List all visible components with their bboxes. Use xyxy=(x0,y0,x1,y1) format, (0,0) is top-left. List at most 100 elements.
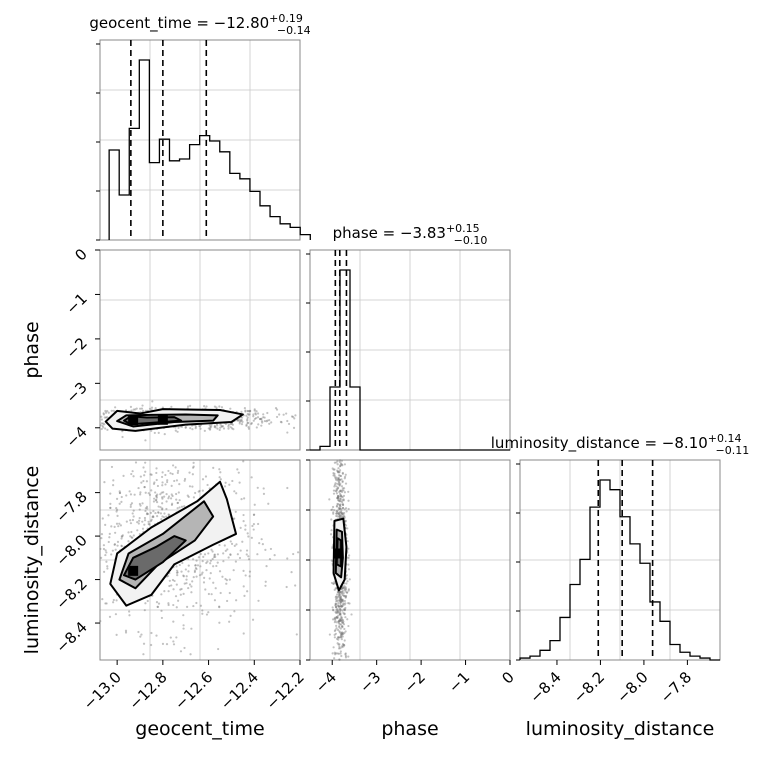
scatter-point xyxy=(229,553,232,556)
scatter-point xyxy=(337,614,340,617)
scatter-point xyxy=(339,494,343,497)
scatter-point xyxy=(144,509,147,513)
scatter-point xyxy=(347,588,351,591)
scatter-point xyxy=(287,422,291,426)
scatter-point xyxy=(159,506,162,509)
scatter-point xyxy=(171,464,175,467)
scatter-point xyxy=(156,493,159,496)
scatter-point xyxy=(336,642,339,645)
scatter-point xyxy=(248,570,252,573)
scatter-point xyxy=(331,618,335,621)
scatter-point xyxy=(332,492,336,495)
scatter-point xyxy=(236,468,239,471)
scatter-point xyxy=(341,506,345,510)
scatter-point xyxy=(341,586,344,589)
xlabel-phase: phase xyxy=(381,718,438,740)
scatter-point xyxy=(117,525,120,528)
scatter-point xyxy=(333,617,336,621)
scatter-point xyxy=(338,596,342,600)
scatter-point xyxy=(150,489,153,492)
scatter-point xyxy=(343,612,346,615)
scatter-point xyxy=(182,624,185,627)
scatter-point xyxy=(254,412,257,415)
scatter-point xyxy=(338,516,341,519)
scatter-point xyxy=(122,474,125,477)
scatter-point xyxy=(342,645,345,648)
scatter-point xyxy=(275,408,279,411)
scatter-point xyxy=(330,581,334,585)
scatter-point xyxy=(193,569,197,572)
scatter-point xyxy=(347,568,351,571)
scatter-point xyxy=(286,431,289,434)
scatter-point xyxy=(146,599,149,603)
scatter-point xyxy=(191,485,194,488)
scatter-point xyxy=(340,598,343,601)
scatter-point xyxy=(195,559,198,562)
scatter-point xyxy=(121,535,124,538)
scatter-point xyxy=(337,621,340,625)
scatter-point xyxy=(112,598,115,602)
scatter-point xyxy=(350,613,353,616)
scatter-point xyxy=(338,503,341,507)
mode-marker-0 xyxy=(128,565,139,576)
scatter-point xyxy=(333,636,336,639)
contour-panel-geocent_time-luminosity_distance xyxy=(99,459,301,661)
scatter-point xyxy=(334,602,338,605)
scatter-point xyxy=(171,578,175,582)
scatter-point xyxy=(340,513,343,516)
scatter-point xyxy=(340,632,343,635)
scatter-point xyxy=(341,619,344,622)
scatter-point xyxy=(208,428,212,431)
scatter-point xyxy=(190,627,193,630)
scatter-point xyxy=(336,482,339,485)
scatter-point xyxy=(154,499,157,502)
scatter-point xyxy=(336,477,340,480)
scatter-point xyxy=(279,420,283,424)
scatter-point xyxy=(336,636,340,639)
scatter-point xyxy=(339,482,342,485)
scatter-point xyxy=(343,475,347,478)
scatter-point xyxy=(245,424,248,427)
scatter-point xyxy=(335,461,338,464)
scatter-point xyxy=(154,511,157,515)
scatter-point xyxy=(151,515,155,518)
scatter-point xyxy=(128,614,131,617)
scatter-point xyxy=(240,410,243,413)
scatter-point xyxy=(331,505,335,509)
scatter-point xyxy=(131,470,134,473)
scatter-point xyxy=(337,471,340,474)
scatter-point xyxy=(138,502,141,506)
scatter-point xyxy=(337,638,340,641)
scatter-point xyxy=(107,540,110,544)
scatter-point xyxy=(201,612,204,615)
scatter-point xyxy=(248,575,251,578)
scatter-point xyxy=(337,619,340,623)
scatter-point xyxy=(141,527,145,530)
scatter-point xyxy=(337,467,340,470)
scatter-point xyxy=(344,616,347,619)
scatter-point xyxy=(134,408,137,411)
scatter-point xyxy=(157,505,160,508)
scatter-point xyxy=(348,602,351,605)
scatter-point xyxy=(223,544,226,547)
scatter-point xyxy=(341,496,344,499)
scatter-point xyxy=(232,428,235,431)
scatter-point xyxy=(176,507,179,510)
scatter-point xyxy=(346,527,349,530)
scatter-point xyxy=(261,543,264,546)
scatter-point xyxy=(243,497,246,500)
scatter-point xyxy=(155,601,159,604)
scatter-point xyxy=(219,478,222,481)
scatter-point xyxy=(110,525,113,528)
scatter-point xyxy=(340,500,344,504)
scatter-point xyxy=(341,625,344,628)
scatter-point xyxy=(142,409,145,412)
scatter-point xyxy=(341,512,344,515)
scatter-point xyxy=(342,499,345,502)
scatter-point xyxy=(115,510,118,513)
scatter-point xyxy=(136,529,139,532)
hist-panel-luminosity_distance xyxy=(516,459,721,661)
scatter-point xyxy=(336,515,339,518)
scatter-point xyxy=(338,658,341,661)
scatter-point xyxy=(264,584,267,587)
